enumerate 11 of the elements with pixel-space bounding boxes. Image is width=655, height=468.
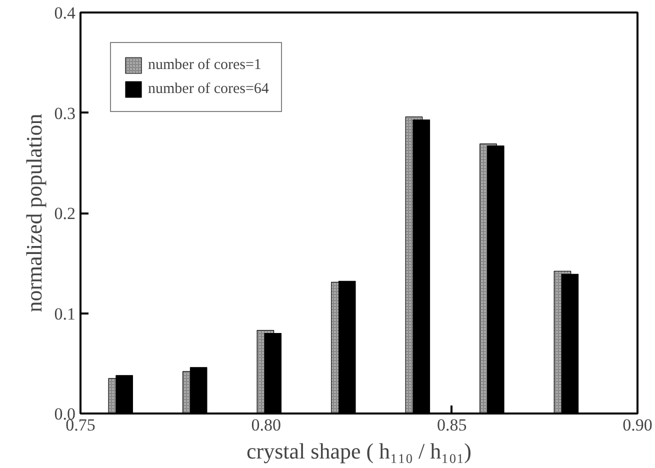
- legend-label: number of cores=1: [148, 56, 262, 74]
- y-tick-label: 0.3: [54, 104, 76, 123]
- legend-label: number of cores=64: [148, 80, 269, 98]
- y-axis-title: normalized population: [21, 114, 46, 312]
- y-tick-label: 0.1: [54, 304, 76, 324]
- x-tick-label: 0.80: [251, 416, 282, 434]
- x-axis-title: crystal shape ( h₁₁₀ / h₁₀₁): [246, 438, 472, 464]
- y-tick-label: 0.2: [54, 204, 76, 223]
- x-tick-label: 0.90: [622, 416, 652, 434]
- y-tick-label: 0.4: [54, 4, 76, 22]
- x-tick-label: 0.85: [436, 416, 467, 434]
